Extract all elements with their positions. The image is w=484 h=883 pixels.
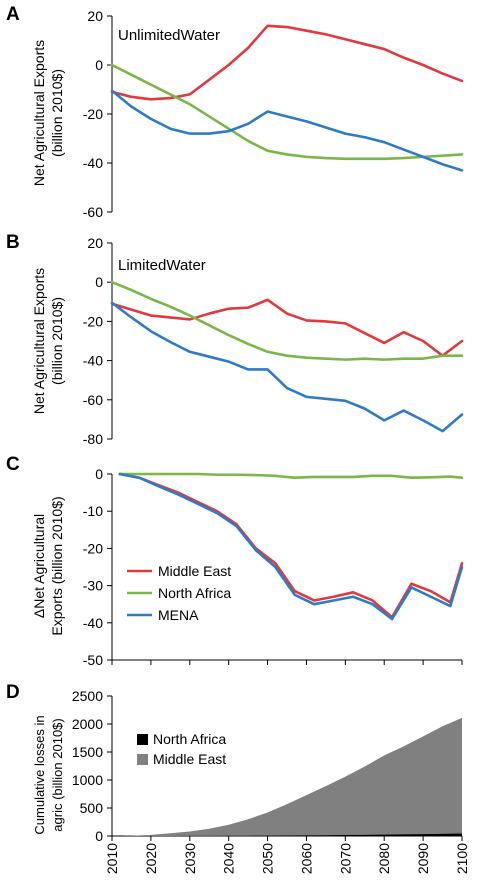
- x-tick-label: 2020: [143, 843, 159, 874]
- y-tick-label: -60: [83, 392, 103, 408]
- y-tick-label: -30: [83, 578, 103, 594]
- panel-a-annotation: UnlimitedWater: [118, 27, 220, 44]
- y-tick-label: -40: [83, 353, 103, 369]
- x-tick-label: 2060: [298, 843, 314, 874]
- panel-d-ylabel-line2: agric (billion 2010$): [50, 718, 65, 831]
- y-tick-label: 0: [95, 828, 103, 844]
- y-tick-label: -80: [83, 431, 103, 447]
- x-tick-label: 2010: [104, 843, 120, 874]
- y-tick-label: -10: [83, 503, 103, 519]
- y-tick-label: 2500: [72, 688, 103, 704]
- panel-a-plot: 20 0 -20 -40 -60: [83, 8, 464, 220]
- legend-north-africa-area-swatch: [137, 734, 148, 745]
- x-tick-label: 2050: [260, 843, 276, 874]
- series-area-middle-east: [119, 717, 462, 836]
- legend-middle-east-area-swatch: [137, 754, 148, 765]
- y-tick-label: 0: [95, 466, 103, 482]
- y-tick-label: 1000: [72, 772, 103, 788]
- legend-mena-label: MENA: [158, 607, 199, 623]
- legend-north-africa-label: North Africa: [158, 585, 231, 601]
- y-tick-label: -20: [83, 540, 103, 556]
- legend-middle-east-label: Middle East: [158, 563, 231, 579]
- panel-b-plot: 20 0 -20 -40 -60 -80: [83, 235, 464, 447]
- y-tick-label: 20: [87, 8, 103, 24]
- panel-b-letter: B: [6, 232, 20, 253]
- panel-a-letter: A: [6, 4, 20, 25]
- panel-c-legend: Middle East North Africa MENA: [127, 563, 231, 623]
- y-tick-label: 20: [87, 235, 103, 251]
- series-line-north-africa: [110, 280, 464, 361]
- panel-d: D Cumulative losses in agric (billion 20…: [6, 682, 470, 874]
- panel-b-ylabel: Net Agricultural Exports (billion 2010$): [31, 268, 65, 414]
- x-axis-tick-labels: 2010 2020 2030 2040 2050 2060 2070 2080 2090 2100: [104, 843, 470, 874]
- panel-c-ylabel-line2: Exports (billion 2010$): [49, 496, 65, 635]
- x-tick-label: 2080: [376, 843, 392, 874]
- y-tick-label: -20: [83, 313, 103, 329]
- panel-b-ylabel-line1: Net Agricultural Exports: [31, 268, 47, 414]
- panel-b: B LimitedWater Net Agricultural Exports …: [6, 232, 464, 447]
- y-tick-label: 1500: [72, 744, 103, 760]
- x-tick-label: 2040: [221, 843, 237, 874]
- panel-c: C ΔNet Agricultural Exports (billion 201…: [6, 454, 464, 668]
- x-tick-label: 2070: [337, 843, 353, 874]
- y-tick-label: -40: [83, 155, 103, 171]
- panel-a-ylabel: Net Agricultural Exports (billion 2010$): [31, 40, 65, 186]
- legend-middle-east-area-label: Middle East: [153, 751, 226, 767]
- panel-a-ylabel-line1: Net Agricultural Exports: [31, 40, 47, 186]
- panel-d-ylabel-line1: Cumulative losses in: [32, 715, 47, 834]
- y-tick-label: -40: [83, 615, 103, 631]
- panel-c-ylabel-line1: ΔNet Agricultural: [31, 514, 47, 618]
- y-tick-label: 500: [80, 800, 104, 816]
- y-tick-label: 2000: [72, 716, 103, 732]
- y-tick-label: 0: [95, 274, 103, 290]
- panel-d-letter: D: [6, 682, 20, 703]
- series-line-north-africa: [110, 63, 464, 161]
- panel-b-annotation: LimitedWater: [118, 257, 206, 274]
- y-tick-label: -20: [83, 106, 103, 122]
- panel-d-plot: 2500 2000 1500 1000 500 0: [72, 688, 463, 844]
- panel-b-ylabel-line2: (billion 2010$): [49, 297, 65, 385]
- x-tick-label: 2100: [454, 843, 470, 874]
- panel-d-ylabel: Cumulative losses in agric (billion 2010…: [32, 715, 65, 834]
- legend-north-africa-area-label: North Africa: [153, 731, 226, 747]
- x-tick-label: 2030: [182, 843, 198, 874]
- panel-c-letter: C: [6, 454, 20, 475]
- panel-d-legend: North Africa Middle East: [137, 731, 226, 767]
- panel-a-ylabel-line2: (billion 2010$): [49, 69, 65, 157]
- panel-c-ylabel: ΔNet Agricultural Exports (billion 2010$…: [31, 496, 65, 635]
- series-area-north-africa: [119, 833, 462, 836]
- y-tick-label: -50: [83, 652, 103, 668]
- panel-c-plot: 0 -10 -20 -30 -40 -50: [83, 466, 464, 668]
- x-tick-label: 2090: [415, 843, 431, 874]
- series-line-mena: [110, 301, 464, 433]
- y-tick-label: 0: [95, 57, 103, 73]
- series-line-middle-east: [110, 298, 464, 358]
- series-line-north-africa: [118, 472, 464, 480]
- y-tick-label: -60: [83, 204, 103, 220]
- panel-a: A UnlimitedWater Net Agricultural Export…: [6, 4, 464, 220]
